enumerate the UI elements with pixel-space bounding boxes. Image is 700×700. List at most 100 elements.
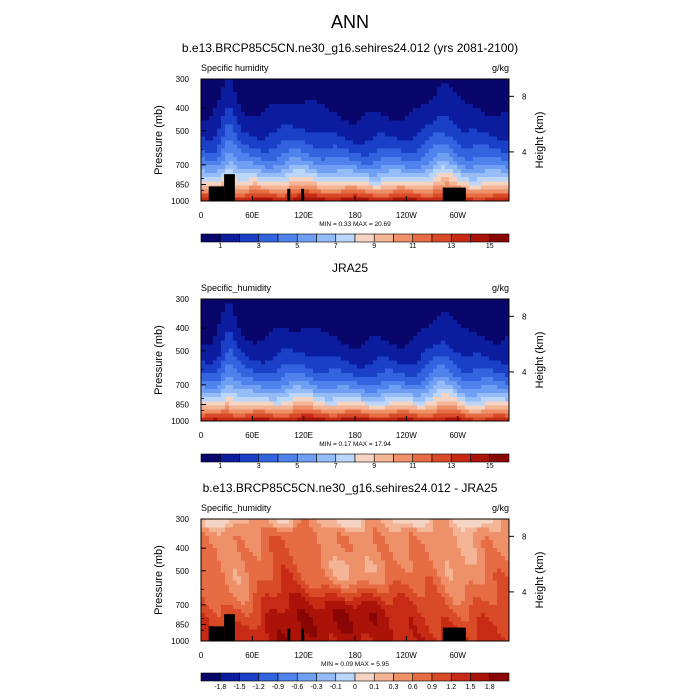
field-cell: [481, 355, 486, 361]
field-cell: [397, 323, 402, 329]
field-cell: [409, 380, 414, 385]
field-cell: [505, 107, 510, 113]
field-cell: [317, 99, 322, 104]
field-cell: [493, 323, 498, 329]
field-cell: [281, 115, 286, 121]
field-cell: [249, 307, 254, 312]
field-cell: [249, 384, 254, 390]
field-cell: [501, 315, 506, 320]
field-cell: [241, 307, 246, 312]
field-cell: [337, 400, 342, 406]
field-cell: [249, 315, 254, 320]
field-cell: [317, 376, 322, 381]
field-cell: [497, 135, 502, 141]
field-cell: [265, 376, 270, 381]
field-cell: [373, 160, 378, 165]
field-cell: [485, 83, 490, 88]
field-cell: [289, 372, 294, 377]
field-cell: [401, 168, 406, 174]
field-cell: [297, 176, 302, 182]
field-cell: [245, 303, 250, 308]
field-cell: [417, 636, 422, 642]
field-cell: [393, 319, 398, 324]
field-cell: [209, 331, 214, 337]
field-cell: [229, 343, 234, 349]
field-cell: [469, 135, 474, 141]
field-cell: [409, 384, 414, 390]
field-cell: [297, 127, 302, 133]
field-cell: [393, 376, 398, 381]
field-cell: [497, 160, 502, 165]
field-cell: [289, 196, 294, 202]
field-cell: [281, 188, 286, 194]
field-cell: [257, 412, 262, 418]
field-cells: [201, 79, 510, 202]
field-cell: [393, 412, 398, 418]
field-cell: [253, 380, 258, 385]
field-cell: [421, 376, 426, 381]
field-cell: [341, 115, 346, 121]
field-cell: [349, 628, 354, 634]
field-cell: [289, 83, 294, 88]
field-cell: [201, 176, 206, 182]
field-cell: [485, 408, 490, 414]
field-cell: [493, 404, 498, 410]
field-cell: [441, 176, 446, 182]
field-cell: [305, 392, 310, 398]
field-cell: [425, 315, 430, 320]
field-cell: [333, 156, 338, 161]
field-cell: [493, 115, 498, 121]
field-cell: [377, 315, 382, 320]
field-cell: [301, 372, 306, 377]
field-cell: [461, 351, 466, 357]
field-cell: [205, 364, 210, 369]
field-cell: [421, 119, 426, 125]
field-cell: [429, 192, 434, 198]
field-cell: [281, 339, 286, 345]
field-cell: [309, 103, 314, 109]
field-cell: [381, 79, 386, 84]
field-cell: [289, 103, 294, 109]
field-cell: [489, 628, 494, 634]
field-cell: [421, 111, 426, 117]
field-cell: [213, 95, 218, 100]
field-cell: [281, 176, 286, 182]
field-cell: [485, 412, 490, 418]
field-cell: [209, 148, 214, 153]
field-cell: [429, 123, 434, 129]
field-cell: [289, 388, 294, 394]
colorbar-swatch: [450, 233, 471, 243]
field-cell: [201, 119, 206, 125]
field-cell: [205, 164, 210, 170]
field-cell: [305, 327, 310, 333]
field-cell: [225, 87, 230, 92]
field-cell: [253, 351, 258, 357]
field-cell: [309, 355, 314, 361]
field-cell: [381, 632, 386, 638]
field-cell: [273, 404, 278, 410]
field-cell: [329, 135, 334, 141]
field-cell: [357, 188, 362, 194]
field-cell: [429, 368, 434, 373]
field-cell: [317, 319, 322, 324]
field-cell: [441, 107, 446, 113]
field-cell: [209, 87, 214, 92]
field-cell: [433, 331, 438, 337]
field-cell: [205, 347, 210, 353]
field-cell: [401, 188, 406, 194]
field-cell: [449, 299, 454, 304]
field-cell: [205, 335, 210, 341]
field-cell: [225, 140, 230, 145]
field-cell: [421, 351, 426, 357]
field-cell: [241, 107, 246, 113]
field-cell: [345, 392, 350, 398]
field-cell: [281, 135, 286, 141]
field-cell: [229, 364, 234, 369]
field-cell: [481, 95, 486, 100]
field-cell: [489, 111, 494, 117]
field-cell: [385, 335, 390, 341]
field-cell: [281, 172, 286, 178]
field-cell: [353, 384, 358, 390]
field-cell: [377, 392, 382, 398]
field-cell: [353, 327, 358, 333]
